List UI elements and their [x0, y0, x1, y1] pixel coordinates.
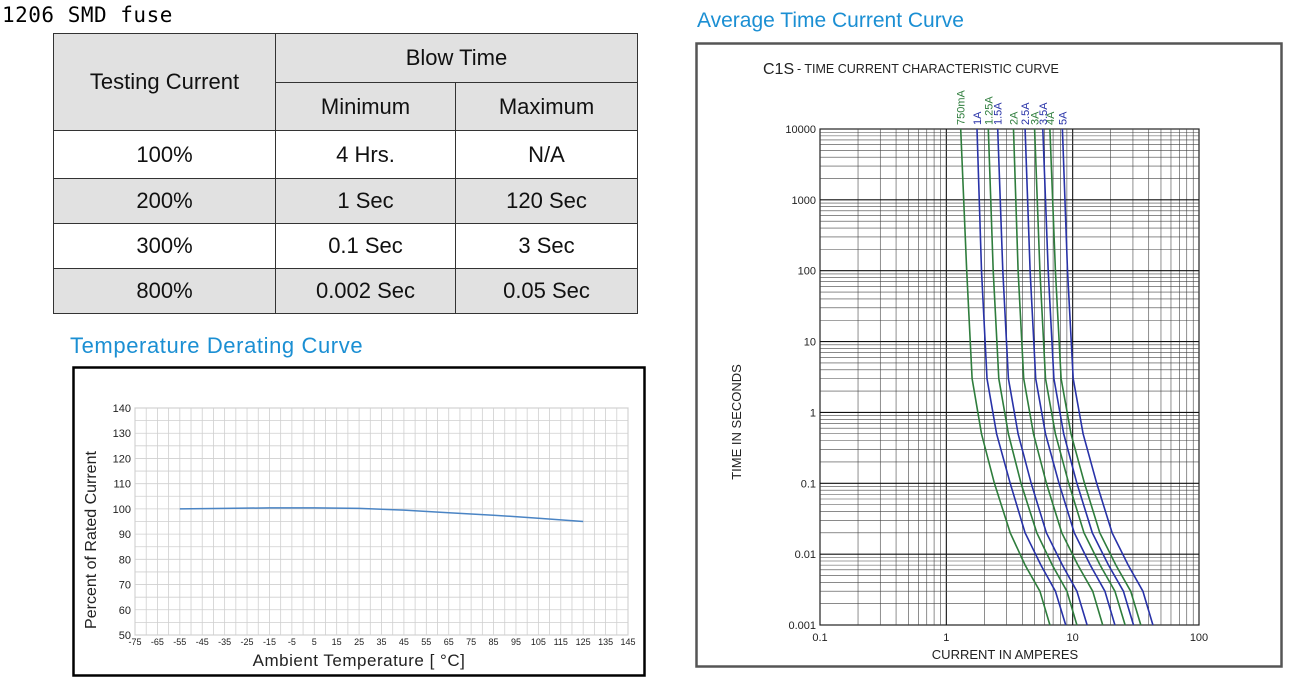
x-tick-label: 105 — [531, 637, 546, 647]
cell-min: 4 Hrs. — [275, 130, 456, 179]
x-tick-label: 125 — [576, 637, 591, 647]
y-tick-label: 120 — [113, 453, 131, 465]
curve-1A — [976, 128, 1067, 626]
x-tick-label: -55 — [173, 637, 186, 647]
tcc-y-axis-label: TIME IN SECONDS — [729, 364, 744, 480]
x-tick-label: 85 — [489, 637, 499, 647]
table-row: 800% 0.002 Sec 0.05 Sec — [53, 268, 638, 314]
curve-label-3A: 3A — [1030, 111, 1042, 125]
x-tick-label: -25 — [241, 637, 254, 647]
header-minimum: Minimum — [275, 82, 456, 131]
y-tick-label: 10 — [804, 337, 816, 349]
x-tick-label: 115 — [554, 637, 568, 647]
y-tick-label: 110 — [113, 479, 131, 491]
table-row: 100% 4 Hrs. N/A — [53, 130, 638, 179]
curve-4A — [1049, 128, 1142, 626]
page-title: 1206 SMD fuse — [2, 3, 173, 27]
cell-max: N/A — [455, 130, 638, 179]
curve-3A — [1033, 128, 1126, 626]
cell-min: 0.002 Sec — [275, 268, 456, 314]
x-tick-label: -15 — [263, 637, 276, 647]
x-tick-label: -5 — [288, 637, 296, 647]
tcc-plot-area — [819, 128, 1200, 626]
y-tick-label: 100 — [798, 266, 816, 278]
cell-max: 120 Sec — [455, 178, 638, 224]
y-tick-label: 70 — [119, 580, 131, 592]
curve-2A — [1012, 128, 1104, 626]
tcc-title: - TIME CURRENT CHARACTERISTIC CURVE — [797, 62, 1059, 76]
x-tick-label: -35 — [218, 637, 231, 647]
cell-current: 200% — [53, 178, 276, 224]
x-tick-label: 65 — [444, 637, 454, 647]
tcc-x-axis-label: CURRENT IN AMPERES — [932, 647, 1079, 662]
derating-x-axis-label: Ambient Temperature [ °C] — [253, 651, 466, 670]
x-tick-label: 75 — [466, 637, 476, 647]
y-tick-label: 90 — [119, 529, 131, 541]
y-tick-label: 100 — [113, 504, 131, 516]
tcc-chart: C1S - TIME CURRENT CHARACTERISTIC CURVE … — [695, 42, 1283, 668]
derating-title: Temperature Derating Curve — [70, 333, 364, 358]
curve-label-3.5A: 3.5A — [1038, 102, 1050, 125]
x-tick-label: 10 — [1067, 632, 1079, 644]
cell-max: 3 Sec — [455, 223, 638, 269]
y-tick-label: 10000 — [785, 124, 816, 136]
y-tick-label: 140 — [113, 403, 131, 415]
cell-current: 800% — [53, 268, 276, 314]
x-tick-label: 145 — [620, 637, 635, 647]
y-tick-label: 80 — [119, 554, 131, 566]
curve-5A — [1061, 128, 1154, 626]
x-tick-label: 55 — [421, 637, 431, 647]
curve-3.5A — [1042, 128, 1135, 626]
curve-label-1.5A: 1.5A — [993, 102, 1005, 125]
y-tick-label: 60 — [119, 605, 131, 617]
x-tick-label: 100 — [1190, 632, 1208, 644]
curve-label-1A: 1A — [972, 111, 984, 125]
x-tick-label: 0.1 — [812, 632, 827, 644]
y-tick-label: 0.1 — [801, 478, 816, 490]
y-tick-label: 130 — [113, 428, 131, 440]
y-tick-label: 0.001 — [788, 620, 816, 632]
curve-750mA — [959, 128, 1051, 626]
cell-current: 300% — [53, 223, 276, 269]
curve-label-5A: 5A — [1057, 111, 1069, 125]
x-tick-label: 95 — [511, 637, 521, 647]
table-row: 200% 1 Sec 120 Sec — [53, 178, 638, 224]
cell-min: 1 Sec — [275, 178, 456, 224]
curve-1.5A — [996, 128, 1088, 626]
header-testing-current: Testing Current — [53, 33, 276, 131]
curve-label-2.5A: 2.5A — [1020, 102, 1032, 125]
x-tick-label: -75 — [128, 637, 141, 647]
curve-label-2A: 2A — [1008, 111, 1020, 125]
x-tick-label: 1 — [943, 632, 949, 644]
header-blow-time: Blow Time — [275, 33, 638, 83]
x-tick-label: -65 — [151, 637, 164, 647]
curve-label-1.25A: 1.25A — [983, 96, 995, 125]
cell-min: 0.1 Sec — [275, 223, 456, 269]
curve-2.5A — [1024, 128, 1116, 626]
curve-label-4A: 4A — [1045, 111, 1057, 125]
table-row: 300% 0.1 Sec 3 Sec — [53, 223, 638, 269]
x-tick-label: 35 — [376, 637, 386, 647]
cell-current: 100% — [53, 130, 276, 179]
x-tick-label: 25 — [354, 637, 364, 647]
x-tick-label: 45 — [399, 637, 409, 647]
derating-series-line — [179, 507, 584, 523]
x-tick-label: 15 — [332, 637, 342, 647]
tcc-title-prefix: C1S — [763, 61, 794, 78]
y-tick-label: 0.01 — [795, 549, 816, 561]
y-tick-label: 50 — [119, 630, 131, 642]
curve-title: Average Time Current Curve — [697, 9, 964, 32]
x-tick-label: 5 — [312, 637, 317, 647]
derating-y-axis-label: Percent of Rated Current — [83, 451, 100, 629]
x-tick-label: 135 — [598, 637, 613, 647]
blow-time-table: Testing Current Blow Time Minimum Maximu… — [53, 33, 638, 314]
x-tick-label: -45 — [196, 637, 209, 647]
header-maximum: Maximum — [455, 82, 638, 131]
curve-1.25A — [987, 128, 1078, 626]
cell-max: 0.05 Sec — [455, 268, 638, 314]
y-tick-label: 1000 — [792, 195, 816, 207]
y-tick-label: 1 — [810, 407, 816, 419]
curve-label-750mA: 750mA — [956, 89, 968, 125]
